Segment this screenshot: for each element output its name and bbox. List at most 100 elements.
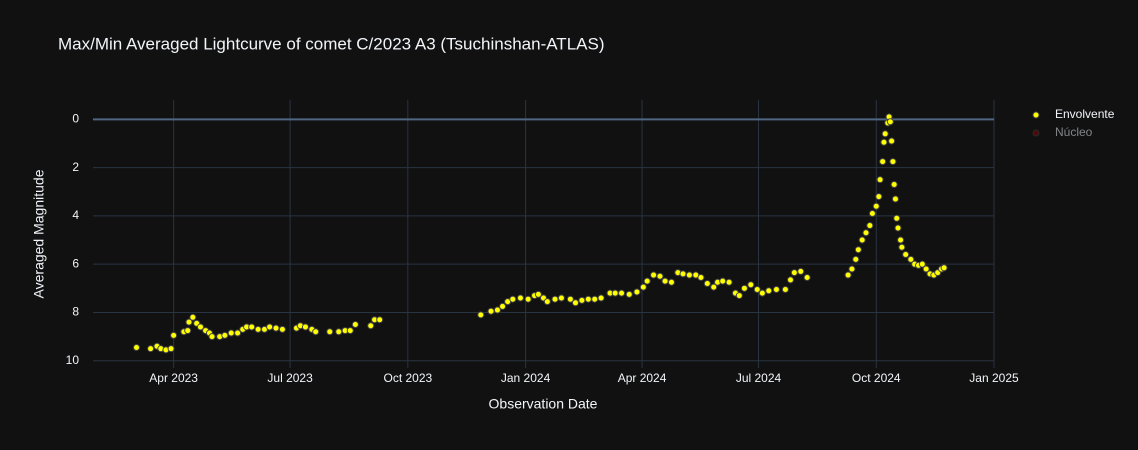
data-point [781,286,789,294]
data-point [543,298,551,306]
data-point [886,118,894,126]
data-point [844,271,852,279]
data-point [697,273,705,281]
legend-label[interactable]: Núcleo [1055,125,1093,139]
y-tick-label: 2 [72,160,79,174]
data-point [578,296,586,304]
data-point [890,181,898,189]
data-point [618,289,626,297]
y-tick-label: 8 [72,305,79,319]
data-point [170,331,178,339]
data-point [876,176,884,184]
data-point [735,292,743,300]
data-point [667,278,675,286]
data-point [894,224,902,232]
data-point [747,281,755,289]
data-point [611,289,619,297]
legend-marker[interactable] [1032,111,1040,119]
data-point [854,246,862,254]
data-point [301,323,309,331]
data-point [524,295,532,303]
data-point [197,323,205,331]
data-point [862,229,870,237]
data-point [685,271,693,279]
data-point [661,277,669,285]
data-point [765,287,773,295]
data-point [221,331,229,339]
data-point [266,323,274,331]
data-point [133,343,141,351]
data-point [650,271,658,279]
data-point [897,236,905,244]
data-point [852,255,860,263]
data-point [591,295,599,303]
data-point [888,137,896,145]
x-tick-label: Oct 2023 [383,371,432,385]
data-point [848,265,856,273]
data-point [758,289,766,297]
x-tick-label: Apr 2024 [618,371,667,385]
chart-title: Max/Min Averaged Lightcurve of comet C/2… [58,34,604,53]
x-tick-label: Jan 2025 [969,371,1019,385]
data-point [234,329,242,337]
data-point [551,295,559,303]
data-point [656,272,664,280]
data-point [516,294,524,302]
data-point [272,324,280,332]
x-tick-label: Jul 2023 [267,371,313,385]
data-point [509,295,517,303]
data-point [376,316,384,324]
y-tick-label: 10 [66,353,80,367]
data-point [278,325,286,333]
data-point [891,195,899,203]
data-point [797,267,805,275]
data-point [597,294,605,302]
data-point [889,158,897,166]
data-point [940,264,948,272]
data-point [893,214,901,222]
data-point [639,283,647,291]
data-point [725,278,733,286]
data-point [184,327,192,335]
data-point [872,202,880,210]
y-axis-label: Averaged Magnitude [31,169,47,298]
legend-label[interactable]: Envolvente [1055,107,1115,121]
y-tick-label: 4 [72,208,79,222]
legend-marker[interactable] [1032,129,1040,137]
data-point [493,306,501,314]
y-tick-label: 6 [72,256,79,270]
data-point [633,288,641,296]
data-point [858,236,866,244]
data-point [803,273,811,281]
data-point [719,277,727,285]
data-point [367,322,375,330]
data-point [185,318,193,326]
data-point [584,295,592,303]
data-point [248,323,256,331]
data-point [227,329,235,337]
data-point [881,130,889,138]
data-point [254,325,262,333]
data-point [772,286,780,294]
x-tick-label: Jul 2024 [736,371,782,385]
data-point [643,277,651,285]
data-point [679,270,687,278]
data-point [534,290,542,298]
data-point [167,345,175,353]
data-point [557,294,565,302]
data-point [902,251,910,259]
data-point [879,158,887,166]
data-point [922,265,930,273]
data-point [740,284,748,292]
data-point [499,302,507,310]
data-point [703,279,711,287]
data-point [625,290,633,298]
data-point [189,313,197,321]
data-point [566,295,574,303]
data-point [571,299,579,307]
data-point [868,209,876,217]
data-point [790,269,798,277]
data-point [477,311,485,319]
data-point [326,328,334,336]
